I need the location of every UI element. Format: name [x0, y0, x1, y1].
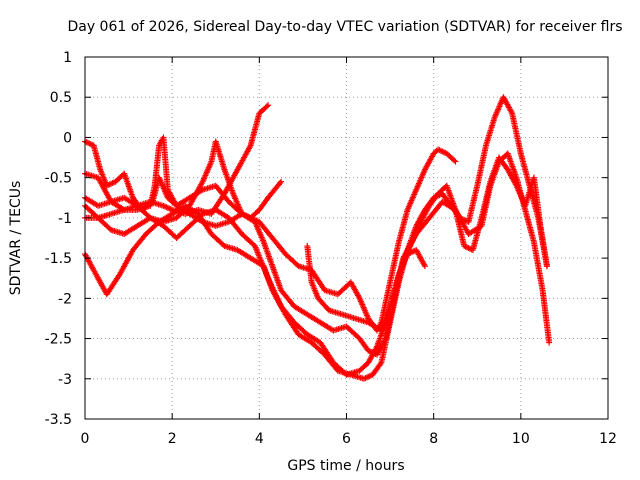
- x-tick-label: 12: [599, 431, 617, 447]
- y-tick-label: 0: [63, 130, 72, 146]
- y-tick-label: -3: [58, 372, 72, 388]
- y-axis-label: SDTVAR / TECUs: [8, 181, 24, 296]
- data-point: [452, 158, 459, 165]
- y-tick-label: 1: [63, 50, 72, 66]
- x-tick-label: 10: [512, 431, 530, 447]
- data-point: [377, 361, 384, 368]
- y-tick-label: -1: [58, 211, 72, 227]
- x-tick-label: 8: [429, 431, 438, 447]
- x-axis-ticks: 0 2 4 6 8 10 12: [81, 57, 617, 447]
- data-point: [451, 157, 458, 164]
- gridlines: [85, 57, 608, 419]
- series-track-2: [82, 138, 459, 334]
- y-tick-label: -0.5: [45, 171, 72, 187]
- x-tick-label: 4: [255, 431, 264, 447]
- data-point: [546, 339, 553, 346]
- data-point: [263, 103, 270, 110]
- x-axis-label: GPS time / hours: [287, 458, 404, 474]
- series-track-7: [304, 243, 428, 334]
- series-track-1: [82, 138, 553, 358]
- y-axis-ticks: 1 0.5 0 -0.5 -1 -1.5 -2 -2.5 -3 -3.5: [45, 50, 608, 428]
- x-tick-label: 6: [342, 431, 351, 447]
- y-tick-label: -3.5: [45, 412, 72, 428]
- chart-title: Day 061 of 2026, Sidereal Day-to-day VTE…: [67, 19, 622, 35]
- y-tick-label: -1.5: [45, 251, 72, 267]
- data-marks: [82, 94, 553, 382]
- x-tick-label: 2: [168, 431, 177, 447]
- y-tick-label: -2.5: [45, 332, 72, 348]
- x-tick-label: 0: [81, 431, 90, 447]
- data-point: [278, 178, 285, 185]
- y-tick-label: 0.5: [50, 90, 72, 106]
- data-point: [543, 263, 550, 270]
- data-point: [277, 180, 284, 187]
- data-point: [421, 263, 428, 270]
- data-point: [265, 102, 272, 109]
- y-tick-label: -2: [58, 291, 72, 307]
